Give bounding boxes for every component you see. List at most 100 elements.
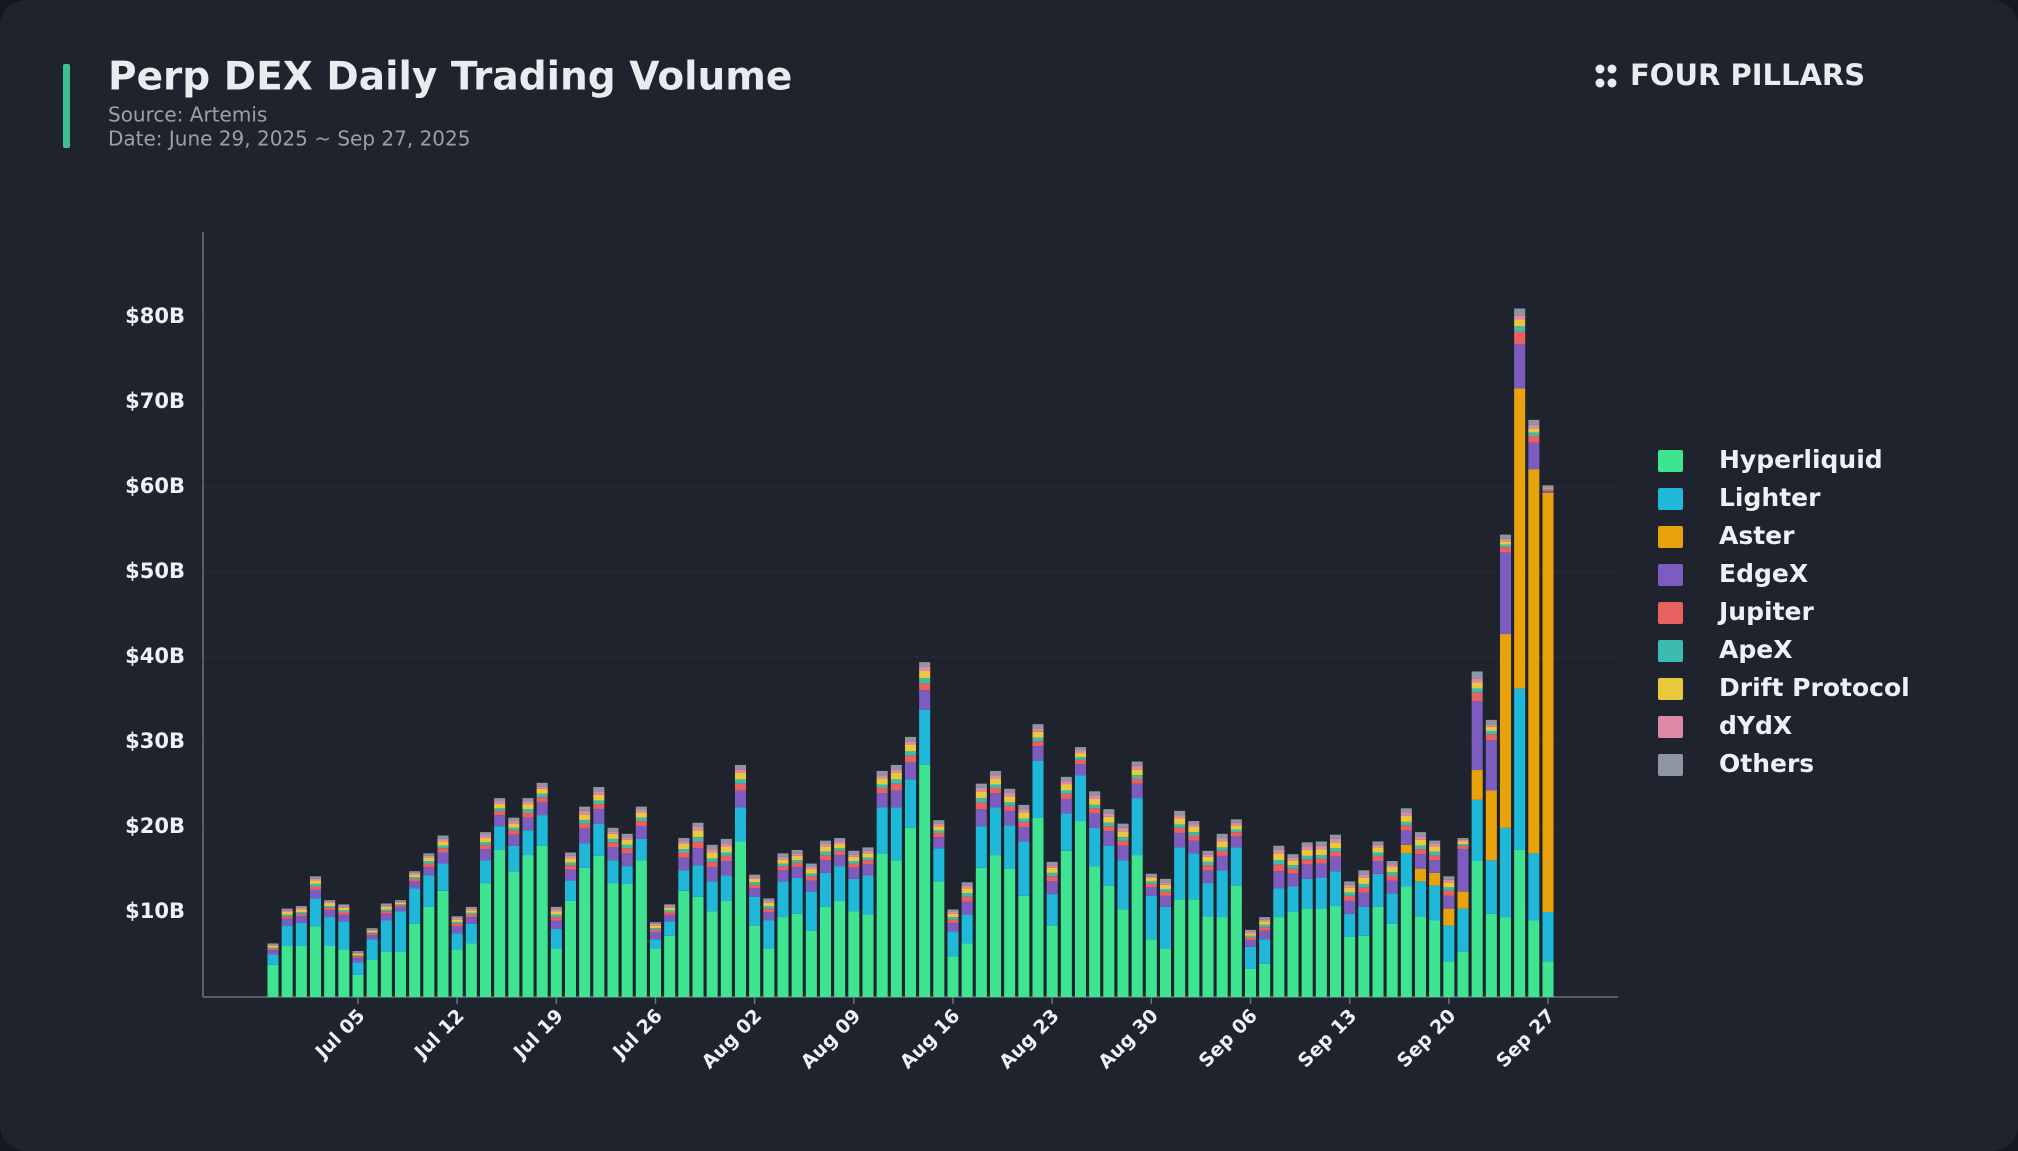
bar-segment: [437, 848, 449, 853]
bar-segment: [380, 911, 392, 914]
bar-segment: [451, 949, 463, 997]
bar-segment: [1174, 832, 1186, 848]
bar-segment: [961, 893, 973, 897]
bar-segment: [791, 862, 803, 867]
bar-segment: [919, 670, 931, 679]
bar-segment: [1244, 937, 1257, 941]
bar-segment: [961, 943, 973, 997]
bar-segment: [975, 787, 987, 792]
bar-segment: [1287, 912, 1299, 997]
bar-segment: [805, 869, 817, 874]
bar-segment: [267, 950, 279, 955]
bar-segment: [862, 857, 874, 861]
bar-segment: [1188, 835, 1200, 841]
bar-segment: [593, 809, 605, 824]
bar-segment: [848, 867, 860, 879]
bar-segment: [763, 908, 775, 912]
bar-segment: [876, 784, 888, 788]
bar-segment: [352, 955, 364, 957]
bar-segment: [1471, 678, 1483, 683]
bar-segment: [1301, 849, 1313, 856]
bar-segment: [1386, 875, 1398, 881]
bar-segment: [1131, 798, 1143, 856]
bar-segment: [1358, 935, 1370, 997]
bar-segment: [267, 945, 279, 946]
bar-segment: [1499, 538, 1512, 542]
bar-segment: [437, 845, 449, 849]
bar-segment: [791, 849, 803, 854]
bar-segment: [1329, 848, 1342, 852]
bar-segment: [1372, 906, 1384, 997]
bar-segment: [1301, 859, 1313, 865]
bar-segment: [1259, 919, 1271, 922]
bar-segment: [1216, 833, 1228, 839]
bar-segment: [805, 930, 817, 997]
bar-segment: [494, 849, 506, 997]
bar-segment: [1429, 860, 1441, 873]
bar-segment: [933, 848, 945, 882]
bar-segment: [607, 833, 619, 839]
bar-segment: [1159, 884, 1172, 890]
bar-segment: [664, 914, 676, 922]
bar-segment: [1230, 885, 1242, 997]
bar-segment: [989, 784, 1002, 788]
bar-segment: [1117, 827, 1129, 832]
brand: FOUR PILLARS: [1630, 58, 1865, 92]
bar-segment: [1131, 761, 1143, 766]
legend-swatch: [1658, 640, 1683, 662]
bar-segment: [678, 890, 690, 997]
bar-segment: [1358, 870, 1370, 875]
bar-segment: [1542, 487, 1554, 489]
bar-segment: [536, 793, 548, 798]
bar-segment: [1514, 688, 1526, 850]
bar-segment: [1386, 923, 1398, 997]
bar-segment: [1089, 813, 1101, 828]
bar-segment: [1273, 888, 1285, 918]
bar-segment: [380, 906, 392, 910]
legend-label: Jupiter: [1717, 597, 1814, 626]
bar-segment: [819, 855, 832, 861]
bar-segment: [1145, 887, 1157, 896]
bar-segment: [479, 832, 492, 836]
bar-segment: [1046, 872, 1058, 877]
bar-segment: [791, 913, 803, 997]
bar-segment: [409, 877, 421, 879]
bar-segment: [564, 869, 577, 881]
bar-segment: [1315, 878, 1327, 909]
bar-segment: [1032, 741, 1044, 747]
bar-segment: [324, 903, 336, 907]
bar-segment: [1414, 916, 1427, 997]
bar-segment: [366, 939, 378, 960]
bar-segment: [706, 911, 718, 997]
bar-segment: [777, 863, 789, 867]
bar-segment: [465, 906, 477, 909]
bar-segment: [508, 817, 520, 822]
bar-segment: [366, 959, 378, 997]
bar-segment: [678, 844, 690, 850]
bar-segment: [1259, 924, 1271, 928]
bar-segment: [1499, 534, 1512, 539]
bar-segment: [1499, 552, 1512, 635]
bar-segment: [1202, 861, 1214, 866]
bar-segment: [1457, 845, 1469, 850]
bar-segment: [1117, 831, 1129, 838]
bar-segment: [706, 861, 718, 867]
bar-segment: [451, 926, 463, 934]
bar-segment: [1372, 852, 1384, 856]
bar-segment: [1145, 939, 1157, 997]
bar-segment: [664, 906, 676, 908]
bar-segment: [1457, 838, 1469, 840]
bar-segment: [834, 844, 846, 849]
bar-segment: [1216, 847, 1228, 851]
bar-segment: [933, 830, 945, 833]
bar-segment: [607, 838, 619, 843]
bar-segment: [1443, 890, 1455, 896]
bar-segment: [1103, 809, 1115, 814]
bar-segment: [1089, 827, 1101, 867]
bar-segment: [1202, 854, 1214, 857]
bar-segment: [394, 904, 407, 906]
bar-segment: [1457, 839, 1469, 842]
bar-segment: [777, 853, 789, 857]
bar-segment: [451, 917, 463, 920]
bar-segment: [607, 842, 619, 848]
